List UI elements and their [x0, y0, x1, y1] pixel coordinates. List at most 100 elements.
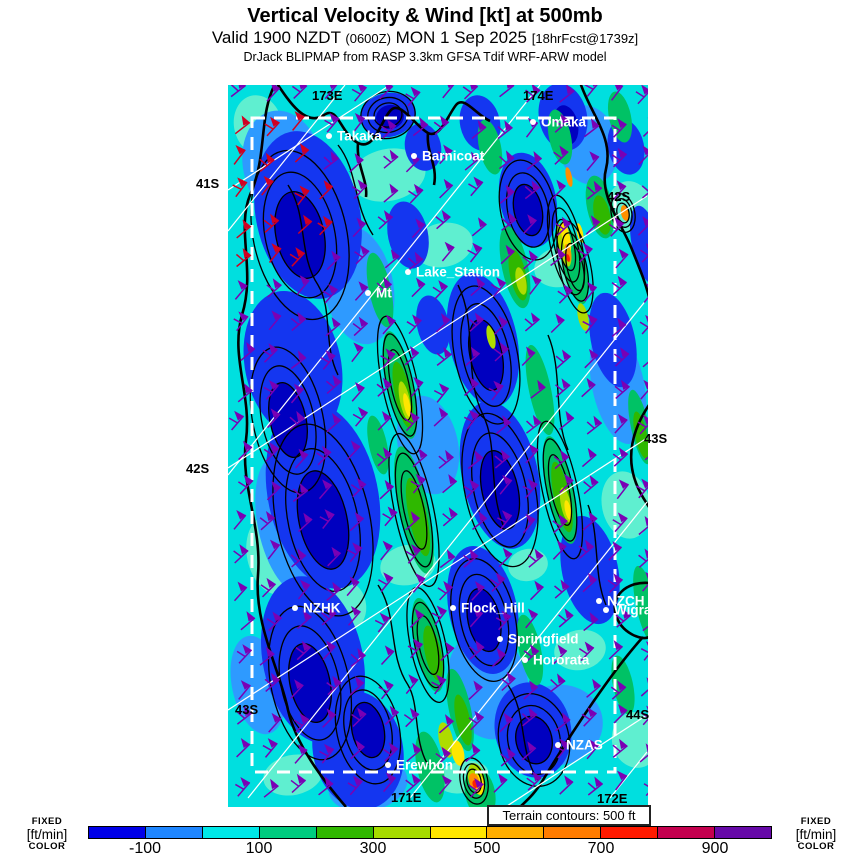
wind-barb — [406, 742, 422, 762]
terrain-contour-line — [457, 284, 504, 526]
vv-field-blob — [350, 148, 426, 202]
wind-barb — [636, 478, 648, 499]
wind-barb — [289, 410, 305, 430]
wind-barb — [559, 473, 574, 494]
wind-barb — [643, 283, 648, 303]
wind-barb — [610, 680, 627, 700]
wind-barb — [638, 145, 648, 166]
wind-barb — [529, 580, 544, 601]
wind-barb — [637, 216, 648, 236]
wind-barb — [493, 315, 508, 335]
wind-barb — [555, 216, 572, 237]
wind-barb — [524, 180, 541, 200]
vv-field-blob — [633, 565, 648, 645]
wind-barb — [608, 541, 623, 561]
wind-barb — [559, 775, 574, 795]
coastline — [276, 85, 491, 146]
wind-barb — [237, 383, 253, 403]
wind-barb — [236, 705, 253, 725]
wind-barb — [290, 383, 304, 404]
wind-barb — [290, 679, 304, 699]
vv-field-blob — [403, 393, 411, 417]
vv-field-blob — [366, 252, 394, 328]
wind-barb — [326, 250, 341, 271]
wind-barb — [581, 377, 596, 398]
graticule-label-lat-44s-right: 44S — [626, 707, 650, 722]
wind-barb — [407, 638, 423, 659]
coastline — [629, 404, 648, 508]
wind-barb — [615, 248, 629, 269]
wind-barb — [376, 447, 393, 467]
wind-barb — [468, 778, 484, 798]
wind-barb — [638, 548, 648, 568]
wind-barb — [261, 175, 274, 196]
terrain-contour-ring — [460, 303, 512, 407]
wind-barb — [642, 571, 648, 592]
terrain-contour-ring — [565, 242, 585, 292]
wind-barb — [469, 607, 484, 628]
graticule-label-lat-42s-left: 42S — [186, 461, 210, 476]
wind-barb — [433, 115, 450, 135]
wind-barb — [316, 445, 332, 466]
wind-barb — [297, 512, 313, 533]
wind-barb — [462, 85, 479, 100]
colorbar-segment-11 — [715, 827, 772, 838]
wind-barb — [431, 605, 447, 626]
wind-barb — [232, 177, 248, 198]
wind-barb — [228, 410, 245, 431]
wind-barb — [266, 480, 281, 501]
valid-prefix: Valid 1900 NZDT — [211, 28, 341, 47]
wind-barb — [319, 743, 335, 764]
vv-wind-map: Takaka Barnicoat Omaka Lake_Station Mt NZHK Fl… — [228, 85, 648, 807]
wind-barb — [586, 415, 603, 435]
vv-field-blob — [268, 382, 308, 458]
wind-barb — [350, 648, 367, 667]
wind-barb — [292, 483, 309, 502]
terrain-contour-ring — [466, 587, 502, 653]
wind-barb — [500, 747, 516, 767]
wind-barb — [498, 547, 513, 568]
wind-barb — [499, 712, 514, 733]
valid-fcst: [18hrFcst@1739z] — [531, 31, 639, 46]
place-label-mt: Mt — [376, 286, 392, 301]
wind-barb — [639, 314, 648, 335]
wind-barb — [522, 478, 538, 499]
terrain-contour-ring — [512, 183, 544, 237]
wind-barb — [352, 113, 366, 133]
terrain-contour-ring — [506, 704, 562, 776]
wind-barb — [351, 179, 368, 200]
vv-field-blob — [611, 712, 648, 768]
wind-barb — [488, 380, 504, 401]
latitude-line — [506, 714, 648, 807]
wind-barb — [262, 738, 278, 758]
wind-barb — [611, 147, 628, 168]
fixed-label-left: FIXED — [31, 816, 63, 827]
place-dot-nzas — [555, 742, 561, 748]
wind-barb — [559, 85, 575, 103]
wind-barb — [467, 450, 484, 470]
graticule-label-lon-173e-top: 173E — [312, 88, 343, 103]
colorbar-segment-5 — [373, 827, 431, 838]
terrain-contour-ring — [462, 763, 486, 799]
coastline — [579, 85, 648, 298]
vv-field-blob — [566, 254, 570, 262]
wind-barb — [640, 705, 648, 726]
place-dot-springfield — [497, 636, 503, 642]
wind-barb — [347, 542, 363, 563]
wind-barb — [236, 644, 253, 664]
wind-barb — [351, 85, 368, 102]
wind-barb — [553, 644, 568, 665]
latitude-line — [228, 437, 648, 711]
wind-barb — [324, 85, 338, 100]
wind-barb — [346, 440, 361, 461]
colorbar-tick-500: 500 — [473, 840, 501, 857]
wind-barb — [268, 243, 282, 263]
wind-barb — [405, 544, 421, 564]
graticule-label-lat-43s-inner: 43S — [235, 702, 259, 717]
wind-barb — [384, 705, 400, 726]
wind-barb — [294, 744, 308, 764]
vv-field-blob — [560, 515, 620, 625]
wind-barb — [318, 479, 333, 500]
wind-barb — [553, 145, 569, 165]
wind-barb — [320, 350, 336, 370]
